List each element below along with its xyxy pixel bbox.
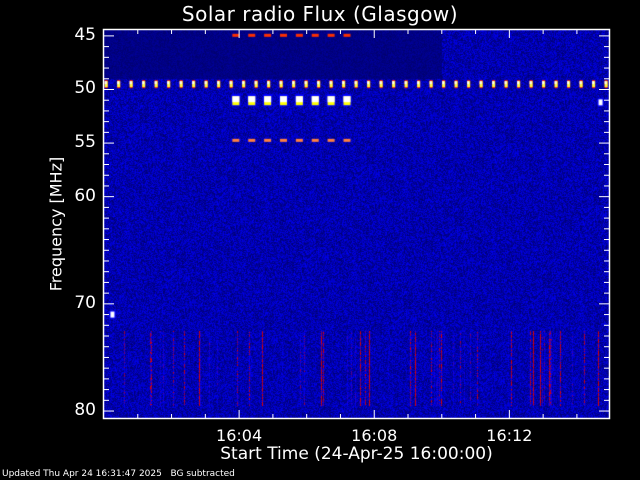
plot-frame bbox=[102, 28, 611, 420]
y-tick-label: 60 bbox=[74, 185, 96, 206]
y-axis-label: Frequency [MHz] bbox=[46, 156, 66, 292]
x-tick-label: 16:04 bbox=[216, 426, 263, 445]
updated-timestamp: Updated Thu Apr 24 16:31:47 2025 bbox=[2, 469, 162, 479]
y-tick-label: 50 bbox=[74, 78, 96, 99]
spectrogram-heatmap bbox=[104, 30, 609, 418]
x-tick-label: 16:08 bbox=[351, 426, 398, 445]
y-tick-label: 55 bbox=[74, 132, 96, 153]
chart-title: Solar radio Flux (Glasgow) bbox=[181, 2, 459, 26]
y-tick-label: 70 bbox=[74, 292, 96, 313]
y-tick-label: 80 bbox=[74, 400, 96, 421]
y-tick-label: 45 bbox=[74, 24, 96, 45]
footer: Updated Thu Apr 24 16:31:47 2025 BG subt… bbox=[2, 469, 235, 479]
x-tick-label: 16:12 bbox=[486, 426, 533, 445]
x-axis-label: Start Time (24-Apr-25 16:00:00) bbox=[220, 444, 493, 464]
bg-subtracted-note: BG subtracted bbox=[170, 469, 235, 479]
